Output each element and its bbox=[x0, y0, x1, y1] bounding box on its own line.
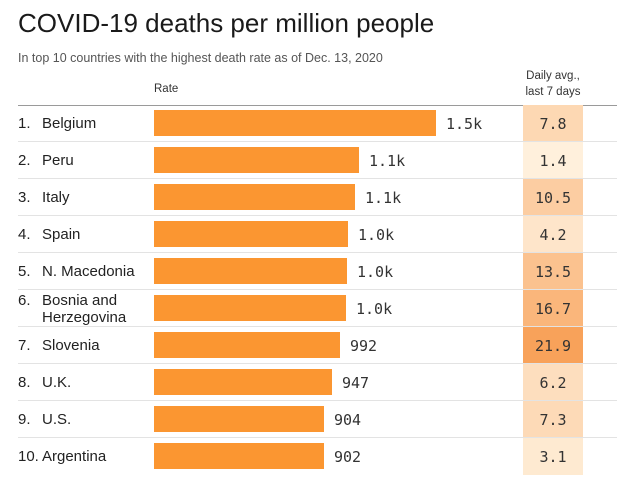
row-rank: 3. bbox=[18, 189, 31, 206]
rate-bar bbox=[154, 406, 324, 432]
row-rank: 9. bbox=[18, 411, 31, 428]
table-row: 6. Bosnia and Herzegovina 1.0k 16.7 bbox=[18, 290, 617, 327]
daily-avg-value: 7.3 bbox=[539, 411, 567, 429]
table-row: 5. N. Macedonia 1.0k 13.5 bbox=[18, 253, 617, 290]
daily-avg-cell: 7.8 bbox=[523, 105, 583, 142]
rate-bar bbox=[154, 147, 359, 173]
daily-avg-value: 6.2 bbox=[539, 374, 567, 392]
country-label: N. Macedonia bbox=[42, 263, 135, 280]
daily-avg-cell: 3.1 bbox=[523, 438, 583, 475]
country-label: Slovenia bbox=[42, 337, 100, 354]
daily-avg-cell: 7.3 bbox=[523, 401, 583, 438]
rate-bar bbox=[154, 369, 332, 395]
row-rank: 4. bbox=[18, 226, 31, 243]
rate-value-label: 1.1k bbox=[369, 152, 406, 170]
table-row: 7. Slovenia 992 21.9 bbox=[18, 327, 617, 364]
rate-value-label: 904 bbox=[334, 411, 362, 429]
table-row: 10. Argentina 902 3.1 bbox=[18, 438, 617, 475]
country-label: Belgium bbox=[42, 115, 97, 132]
table-row: 1. Belgium 1.5k 7.8 bbox=[18, 105, 617, 142]
daily-avg-value: 7.8 bbox=[539, 115, 567, 133]
table-row: 9. U.S. 904 7.3 bbox=[18, 401, 617, 438]
chart-title: COVID-19 deaths per million people bbox=[18, 8, 435, 38]
daily-avg-value: 4.2 bbox=[539, 226, 567, 244]
rate-bar bbox=[154, 295, 346, 321]
rate-value-label: 1.5k bbox=[446, 115, 483, 133]
row-divider bbox=[18, 178, 617, 179]
country-label: Argentina bbox=[42, 448, 107, 465]
row-divider bbox=[18, 363, 617, 364]
row-divider bbox=[18, 289, 617, 290]
row-rank: 6. bbox=[18, 292, 31, 309]
rate-bar bbox=[154, 110, 436, 136]
row-divider bbox=[18, 215, 617, 216]
rate-bar bbox=[154, 221, 348, 247]
daily-avg-cell: 4.2 bbox=[523, 216, 583, 253]
rate-bar bbox=[154, 184, 355, 210]
daily-avg-column-header: Daily avg., last 7 days bbox=[513, 68, 593, 100]
row-divider bbox=[18, 252, 617, 253]
rate-column-header: Rate bbox=[154, 83, 179, 95]
row-divider bbox=[18, 141, 617, 142]
rate-bar bbox=[154, 258, 347, 284]
header-divider bbox=[18, 105, 617, 106]
row-rank: 7. bbox=[18, 337, 31, 354]
row-rank: 1. bbox=[18, 115, 31, 132]
rate-bar bbox=[154, 332, 340, 358]
daily-avg-cell: 21.9 bbox=[523, 327, 583, 364]
daily-avg-header-line1: Daily avg., bbox=[526, 70, 580, 82]
row-divider bbox=[18, 326, 617, 327]
daily-avg-cell: 10.5 bbox=[523, 179, 583, 216]
row-rank: 10. bbox=[18, 448, 39, 465]
country-label: Italy bbox=[42, 189, 70, 206]
table-row: 2. Peru 1.1k 1.4 bbox=[18, 142, 617, 179]
daily-avg-cell: 16.7 bbox=[523, 290, 583, 327]
daily-avg-value: 10.5 bbox=[534, 189, 572, 207]
daily-avg-cell: 1.4 bbox=[523, 142, 583, 179]
rate-value-label: 1.0k bbox=[358, 226, 395, 244]
daily-avg-header-line2: last 7 days bbox=[525, 86, 581, 98]
country-label: Bosnia and Herzegovina bbox=[42, 292, 127, 326]
table-row: 8. U.K. 947 6.2 bbox=[18, 364, 617, 401]
table-row: 3. Italy 1.1k 10.5 bbox=[18, 179, 617, 216]
rate-value-label: 947 bbox=[342, 374, 370, 392]
daily-avg-cell: 13.5 bbox=[523, 253, 583, 290]
daily-avg-value: 3.1 bbox=[539, 448, 567, 466]
row-rank: 5. bbox=[18, 263, 31, 280]
rate-value-label: 1.0k bbox=[356, 300, 393, 318]
rate-bar bbox=[154, 443, 324, 469]
country-label: U.K. bbox=[42, 374, 72, 391]
country-label: Peru bbox=[42, 152, 74, 169]
daily-avg-value: 16.7 bbox=[534, 300, 572, 318]
country-label: U.S. bbox=[42, 411, 72, 428]
rate-value-label: 1.0k bbox=[357, 263, 394, 281]
chart-subtitle: In top 10 countries with the highest dea… bbox=[18, 51, 383, 65]
row-rank: 2. bbox=[18, 152, 31, 169]
daily-avg-value: 1.4 bbox=[539, 152, 567, 170]
daily-avg-cell: 6.2 bbox=[523, 364, 583, 401]
daily-avg-value: 13.5 bbox=[534, 263, 572, 281]
rate-value-label: 992 bbox=[350, 337, 378, 355]
rate-value-label: 1.1k bbox=[365, 189, 402, 207]
row-rank: 8. bbox=[18, 374, 31, 391]
daily-avg-value: 21.9 bbox=[534, 337, 572, 355]
row-divider bbox=[18, 437, 617, 438]
table-row: 4. Spain 1.0k 4.2 bbox=[18, 216, 617, 253]
row-divider bbox=[18, 400, 617, 401]
rate-value-label: 902 bbox=[334, 448, 362, 466]
country-label: Spain bbox=[42, 226, 81, 243]
